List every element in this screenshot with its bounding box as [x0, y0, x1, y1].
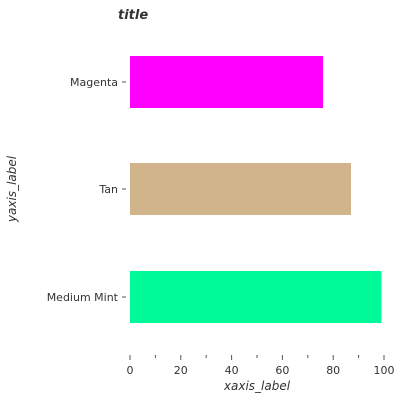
x-tick-label: 40	[225, 364, 239, 377]
y-tick-label-magenta: Magenta	[70, 76, 118, 89]
x-axis-label: xaxis_label	[223, 379, 291, 393]
x-tick-label: 0	[127, 364, 134, 377]
y-tick-label-tan: Tan	[98, 183, 118, 196]
x-tick-label: 80	[326, 364, 340, 377]
y-tick-label-medium-mint: Medium Mint	[47, 291, 119, 304]
y-axis-ticks: Medium Mint Tan Magenta	[47, 76, 126, 304]
x-tick-label: 100	[374, 364, 395, 377]
bars-group	[130, 56, 382, 323]
bar-medium-mint	[130, 271, 382, 323]
y-axis-label: yaxis_label	[5, 155, 19, 223]
bar-magenta	[130, 56, 324, 108]
chart-title: title	[118, 8, 148, 23]
x-tick-label: 60	[275, 364, 289, 377]
bar-tan	[130, 163, 351, 215]
x-axis-ticks: 0 20 40 60 80 100	[127, 355, 395, 377]
x-tick-label: 20	[174, 364, 188, 377]
